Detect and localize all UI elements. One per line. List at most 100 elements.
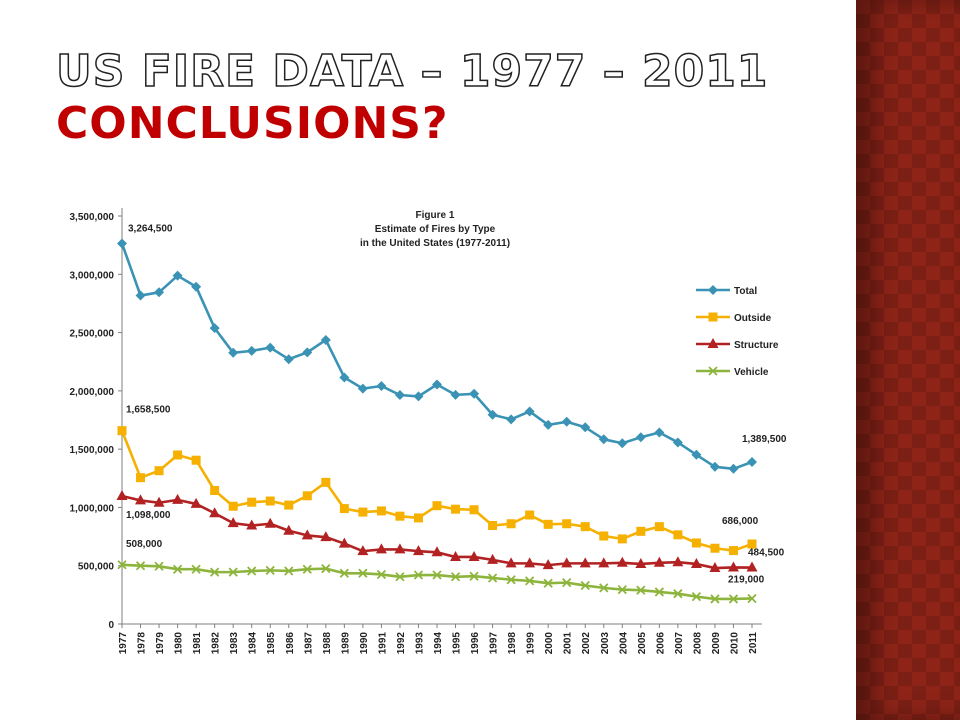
data-point-structure (375, 543, 387, 554)
data-point-outside (210, 486, 220, 496)
data-point-vehicle (469, 571, 479, 581)
data-point-structure (616, 556, 628, 567)
data-point-vehicle (580, 580, 590, 591)
data-point-total (672, 437, 683, 448)
x-tick-label: 2009 (711, 632, 722, 655)
data-point-total (450, 389, 461, 400)
data-point-vehicle (376, 569, 387, 580)
data-point-outside (117, 426, 127, 436)
data-point-outside (432, 501, 442, 511)
data-point-total (172, 270, 183, 281)
x-tick-label: 1994 (433, 632, 444, 655)
data-point-outside (302, 491, 312, 501)
decorative-side-panel (856, 0, 960, 720)
y-tick-label: 500,000 (78, 562, 115, 573)
data-point-outside (395, 511, 405, 521)
data-point-total (357, 383, 368, 394)
data-point-outside (710, 543, 720, 553)
chart-title: Figure 1 (416, 210, 455, 221)
x-tick-label: 1979 (155, 632, 166, 655)
data-label: 1,658,500 (126, 405, 171, 416)
y-tick-label: 1,000,000 (70, 503, 115, 514)
y-tick-label: 3,000,000 (70, 270, 115, 281)
data-point-total (154, 287, 165, 298)
data-point-total (709, 461, 720, 472)
data-point-total (209, 323, 220, 334)
data-point-outside (173, 450, 183, 460)
x-tick-label: 1990 (359, 632, 370, 655)
data-point-total (747, 457, 757, 468)
x-tick-label: 1993 (414, 632, 425, 655)
x-tick-label: 1992 (396, 632, 407, 655)
data-point-vehicle (673, 589, 683, 599)
legend-marker (708, 366, 718, 376)
data-point-structure (227, 517, 239, 528)
data-point-structure (579, 557, 591, 568)
data-point-total (728, 463, 739, 474)
data-point-total (487, 409, 498, 420)
data-point-outside (654, 522, 664, 532)
legend-label: Outside (734, 313, 772, 324)
data-point-vehicle (691, 591, 702, 602)
data-point-outside (191, 455, 201, 465)
x-tick-label: 2004 (618, 632, 629, 655)
data-label: 219,000 (728, 574, 765, 585)
data-point-outside (413, 513, 423, 523)
data-point-outside (451, 504, 461, 514)
data-point-vehicle (506, 575, 516, 585)
data-point-total (432, 379, 442, 390)
data-point-vehicle (747, 593, 757, 604)
data-point-vehicle (117, 560, 127, 570)
data-point-structure (709, 562, 721, 573)
data-point-total (394, 389, 405, 400)
data-point-outside (562, 519, 572, 529)
data-point-total (413, 391, 424, 402)
y-tick-label: 1,500,000 (70, 445, 115, 456)
slide-title-line1: US Fire Data – 1977 – 2011 (55, 45, 769, 98)
x-tick-label: 1981 (192, 632, 203, 655)
data-point-vehicle (432, 570, 442, 580)
data-point-vehicle (413, 570, 424, 580)
data-point-outside (580, 522, 590, 532)
chart-legend: Total Outside Structure Vehicle (696, 285, 779, 378)
x-tick-label: 1983 (229, 632, 240, 655)
data-point-total (598, 434, 609, 445)
data-point-structure (505, 557, 517, 568)
data-label: 1,389,500 (742, 434, 787, 445)
data-point-vehicle (210, 567, 220, 577)
data-point-vehicle (191, 564, 201, 574)
data-point-structure (487, 553, 499, 564)
data-point-outside (525, 510, 535, 520)
x-tick-label: 2003 (600, 632, 611, 655)
data-label: 1,098,000 (126, 510, 171, 521)
y-tick-label: 2,500,000 (70, 329, 115, 340)
x-tick-label: 1998 (507, 632, 518, 655)
x-tick-label: 1984 (248, 632, 259, 655)
data-point-structure (412, 545, 424, 556)
data-point-structure (320, 531, 332, 542)
legend-marker (707, 338, 719, 348)
data-point-vehicle (154, 561, 164, 571)
data-point-outside (747, 539, 757, 549)
x-tick-label: 1997 (489, 632, 500, 655)
data-point-structure (653, 556, 665, 567)
data-point-vehicle (358, 568, 368, 578)
data-point-vehicle (247, 566, 257, 576)
data-point-structure (190, 497, 202, 508)
data-point-structure (338, 537, 350, 548)
data-point-outside (136, 473, 146, 483)
x-tick-label: 1995 (452, 632, 463, 655)
data-point-outside (691, 538, 701, 548)
data-point-total (246, 345, 257, 356)
series-structure (116, 490, 758, 573)
data-point-structure (283, 524, 295, 535)
data-point-vehicle (321, 563, 331, 574)
data-point-vehicle (302, 564, 312, 574)
x-tick-label: 2011 (748, 632, 759, 654)
data-point-outside (228, 501, 238, 511)
data-point-outside (673, 530, 683, 540)
data-point-vehicle (636, 585, 646, 595)
data-point-vehicle (525, 576, 535, 586)
x-tick-label: 1986 (285, 632, 296, 655)
data-point-structure (672, 556, 684, 567)
